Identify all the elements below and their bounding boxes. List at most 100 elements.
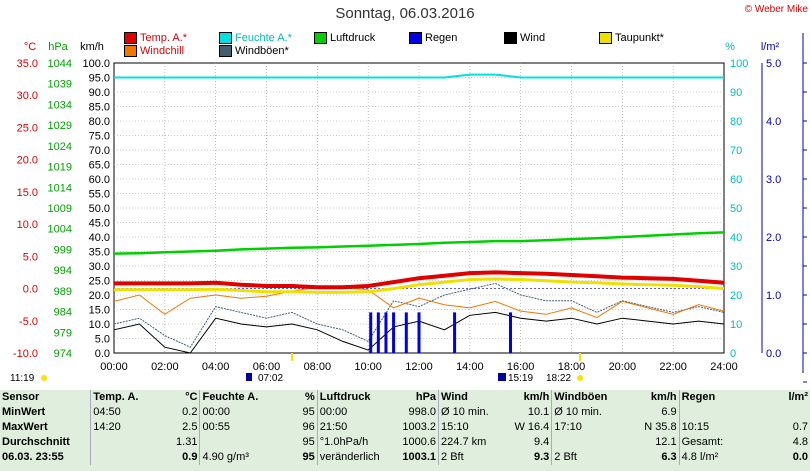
stats-cell: Luftdruck — [316, 390, 384, 405]
rain-bar — [404, 312, 408, 353]
wind-axis-tick: 65.0 — [89, 160, 110, 172]
humidity-axis-tick: 80 — [730, 116, 742, 128]
stats-cell: 6.9 — [661, 406, 677, 418]
stats-cell: l/m² — [788, 391, 808, 403]
temp-axis-tick: 20.0 — [17, 155, 38, 167]
sunset-label: 18:22 — [546, 373, 571, 384]
stats-cell: hPa — [415, 391, 437, 403]
pressure-axis-tick: 1039 — [48, 79, 72, 91]
pressure-axis-tick: 1014 — [48, 182, 72, 194]
stats-cell: 1.31 — [176, 436, 198, 448]
rain-bar — [376, 312, 380, 353]
temp-axis-tick: 25.0 — [17, 122, 38, 134]
pressure-axis-tick: 984 — [54, 307, 72, 319]
humidity-axis-tick: 30 — [730, 261, 742, 273]
stats-cell: 17:10 — [551, 420, 629, 435]
stats-cell: 0.7 — [792, 421, 808, 433]
stats-cell: % — [304, 391, 315, 403]
stats-cell: MinWert — [2, 406, 46, 418]
rain-axis-tick: 4.0 — [766, 116, 781, 128]
pressure-axis-tick: 1019 — [48, 162, 72, 174]
temp-axis-tick: 0.0 — [23, 284, 38, 296]
temp-axis-tick: 35.0 — [17, 58, 38, 70]
rain-bar — [417, 312, 421, 353]
series-line-taupunkt- — [114, 277, 725, 294]
series-line-windchill — [113, 286, 725, 319]
wind-axis-tick: 30.0 — [89, 261, 110, 273]
legend-item: Feuchte A.* — [219, 32, 292, 44]
stats-row: MaxWert 14:20 2.5 00:55 96 21:50 1003.2 15:10 W … — [0, 420, 810, 435]
stats-cell: 2 Bft — [551, 450, 629, 465]
stats-table: Sensor Temp. A. °C Feuchte A.% Luftdruck hPa W… — [0, 390, 810, 465]
stats-cell: N 35.8 — [644, 421, 677, 433]
wind-axis-tick: 45.0 — [89, 218, 110, 230]
legend-swatch — [124, 45, 137, 57]
legend-label: Regen — [425, 32, 458, 44]
wind-axis-tick: 50.0 — [89, 203, 110, 215]
stats-cell: 9.3 — [534, 451, 550, 463]
series-line-luftdruck — [113, 231, 725, 255]
wind-axis-tick: 85.0 — [89, 102, 110, 114]
rain-bar — [509, 312, 512, 353]
pressure-axis-tick: 1044 — [48, 58, 72, 70]
stats-cell: 0.9 — [182, 451, 198, 463]
series-line-feuchte-a- — [114, 73, 724, 79]
wind-axis-tick: 95.0 — [89, 73, 110, 85]
stats-header-row: Sensor Temp. A. °C Feuchte A.% Luftdruck hPa W… — [0, 390, 810, 405]
stats-cell: 96 — [302, 421, 315, 433]
stats-row: Durchschnitt 1.31 95 °1.0hPa/h 1000.6 224.7 k… — [0, 435, 810, 450]
stats-cell: 95 — [302, 406, 315, 418]
humidity-axis-tick: 90 — [730, 87, 742, 99]
stats-cell: Gesamt: — [678, 435, 744, 450]
stats-cell: 00:55 — [199, 420, 277, 435]
chart-title: Sonntag, 06.03.2016 — [335, 5, 475, 22]
x-axis-tick: 24:00 — [710, 361, 738, 373]
now-time-label: 11:19 — [10, 373, 35, 384]
series-line-windb-en- — [113, 282, 725, 348]
pressure-axis-tick: 999 — [54, 244, 72, 256]
copyright-label: © Weber Mike — [744, 4, 808, 15]
humidity-axis-tick: 40 — [730, 232, 742, 244]
wind-axis-tick: 20.0 — [89, 290, 110, 302]
legend-swatch — [219, 45, 232, 57]
stats-cell: km/h — [523, 391, 550, 403]
stats-cell: 12.1 — [655, 436, 677, 448]
x-axis-tick: 06:00 — [253, 361, 281, 373]
stats-cell: Windböen — [551, 390, 629, 405]
pressure-axis-tick: 989 — [54, 286, 72, 298]
rain-axis-tick: 0.0 — [766, 348, 781, 360]
x-axis-tick: 22:00 — [659, 361, 687, 373]
stats-cell: 224.7 km — [438, 435, 500, 450]
x-axis-tick: 00:00 — [100, 361, 128, 373]
wind-axis-tick: 5.0 — [95, 334, 110, 346]
wind-axis-tick: 25.0 — [89, 276, 110, 288]
stats-cell: 4.90 g/m³ — [199, 450, 277, 465]
temp-axis-tick: 5.0 — [23, 251, 38, 263]
x-axis-tick: 10:00 — [354, 361, 382, 373]
stats-cell: 95 — [302, 436, 315, 448]
stats-cell: 21:50 — [316, 420, 384, 435]
legend-item: Wind — [504, 32, 545, 44]
wind-axis-tick: 40.0 — [89, 232, 110, 244]
temp-axis-tick: 15.0 — [17, 187, 38, 199]
legend-swatch — [409, 32, 422, 44]
rain-axis-tick: 3.0 — [766, 174, 781, 186]
wind-axis-tick: 0.0 — [95, 348, 110, 360]
stats-cell: 10:15 — [678, 420, 744, 435]
pressure-axis-tick: 1029 — [48, 120, 72, 132]
now-time-marker — [41, 375, 47, 381]
temp-axis-tick: 10.0 — [17, 219, 38, 231]
stats-cell: 4.8 — [792, 436, 808, 448]
stats-cell: Ø 10 min. — [551, 405, 629, 420]
legend-label: Wind — [520, 32, 546, 44]
weather-chart: 35.0 30.0 25.0 20.0 15.0 10.0 5.0 0.0 -5.0 -10.0 1… — [10, 33, 807, 384]
stats-cell: km/h — [650, 391, 677, 403]
x-axis-tick: 14:00 — [456, 361, 484, 373]
wind-max-marker — [498, 373, 506, 381]
wind-axis-tick: 90.0 — [89, 87, 110, 99]
stats-cell — [744, 405, 810, 420]
x-axis-tick: 16:00 — [507, 361, 535, 373]
stats-row: 06.03. 23:55 0.9 4.90 g/m³ 95 veränderlich 10… — [0, 450, 810, 465]
legend-swatch — [219, 32, 232, 44]
stats-cell: Sensor — [2, 391, 40, 403]
